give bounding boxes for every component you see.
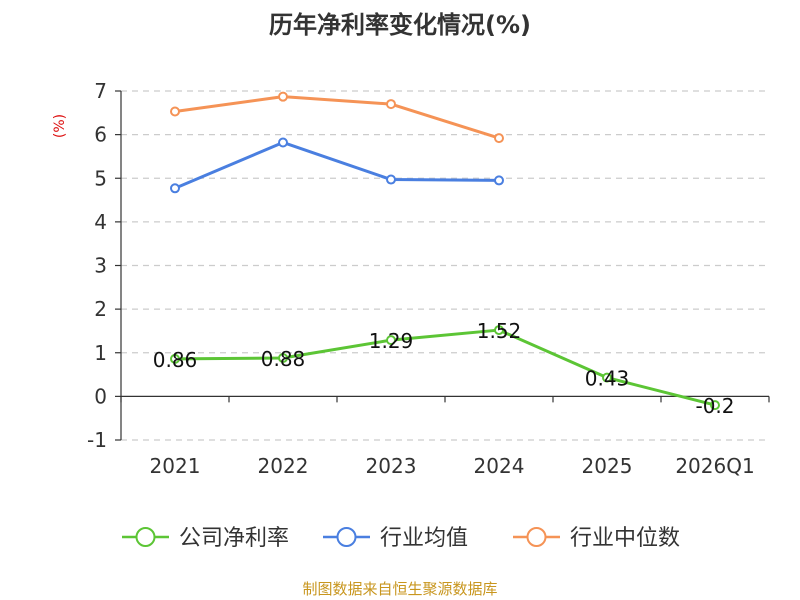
y-tick-label: 1	[94, 341, 107, 365]
data-point[interactable]	[170, 353, 180, 364]
data-point[interactable]	[278, 91, 288, 102]
data-point[interactable]	[170, 183, 180, 194]
data-label: 0.86	[153, 348, 198, 372]
data-point[interactable]	[278, 352, 288, 363]
legend-item-0[interactable]: 公司净利率	[122, 526, 289, 551]
legend-label: 行业中位数	[570, 526, 680, 551]
data-point[interactable]	[602, 372, 612, 383]
legend-marker-icon	[336, 527, 357, 547]
data-point[interactable]	[386, 335, 396, 346]
y-tick-label: 2	[94, 297, 107, 321]
x-tick-label: 2023	[366, 454, 417, 478]
data-point[interactable]	[494, 175, 504, 186]
data-point[interactable]	[278, 137, 288, 148]
y-tick-label: 4	[94, 210, 107, 234]
data-point[interactable]	[494, 133, 504, 144]
data-source-note: 制图数据来自恒生聚源数据库	[302, 580, 497, 598]
legend-marker-icon	[135, 527, 156, 547]
x-tick-label: 2022	[258, 454, 309, 478]
legend[interactable]: 公司净利率 行业均值 行业中位数	[122, 526, 680, 551]
legend-item-1[interactable]: 行业均值	[323, 526, 468, 551]
legend-label: 公司净利率	[179, 526, 289, 551]
legend-marker-icon	[526, 527, 547, 547]
y-tick-label: -1	[87, 428, 107, 452]
y-axis-unit-label: (%)	[52, 114, 68, 138]
data-label: 1.52	[477, 319, 522, 343]
data-point[interactable]	[494, 325, 504, 336]
axes: -1 0 1 2 3 4 5 6 7 2021 2022 2023 2024 2025 2026Q1	[87, 79, 770, 478]
data-labels: 0.86 0.88 1.29 1.52 0.43 -0.2	[153, 319, 735, 418]
legend-item-2[interactable]: 行业中位数	[513, 526, 680, 551]
x-tick-label: 2024	[474, 454, 525, 478]
series-line-1	[174, 140, 500, 190]
y-tick-label: 3	[94, 254, 107, 278]
x-tick-label: 2025	[582, 454, 633, 478]
data-point[interactable]	[170, 106, 180, 117]
series-lines	[170, 91, 720, 411]
data-point[interactable]	[710, 400, 720, 411]
y-tick-label: 7	[94, 79, 107, 103]
data-label: -0.2	[695, 394, 734, 418]
x-tick-label: 2021	[150, 454, 201, 478]
data-label: 0.88	[261, 347, 306, 371]
legend-label: 行业均值	[380, 526, 468, 551]
series-line-2	[174, 95, 500, 140]
series-line-0	[174, 328, 716, 407]
x-tick-label: 2026Q1	[675, 454, 754, 478]
y-tick-label: 6	[94, 123, 107, 147]
data-label: 0.43	[585, 367, 630, 391]
data-point[interactable]	[386, 174, 396, 185]
y-tick-label: 0	[94, 384, 107, 408]
grid-lines	[121, 90, 769, 441]
chart-title: 历年净利率变化情况(%)	[269, 11, 531, 39]
y-tick-label: 5	[94, 166, 107, 190]
data-label: 1.29	[369, 329, 414, 353]
data-point[interactable]	[386, 99, 396, 110]
